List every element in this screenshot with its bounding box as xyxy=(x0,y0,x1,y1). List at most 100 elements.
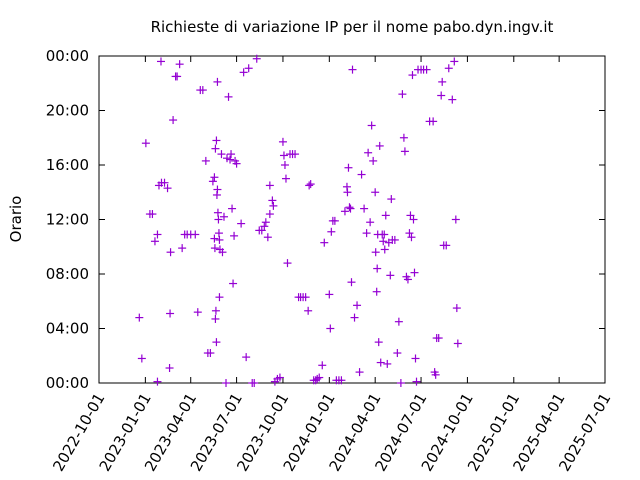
data-point xyxy=(214,215,223,224)
data-point xyxy=(165,364,174,373)
data-point xyxy=(166,309,175,318)
data-point xyxy=(355,368,364,377)
data-point xyxy=(350,313,359,322)
data-point xyxy=(275,373,284,382)
data-point xyxy=(453,339,462,348)
data-point xyxy=(379,237,388,246)
data-point xyxy=(406,211,415,220)
data-point xyxy=(213,208,222,217)
data-point xyxy=(265,181,274,190)
data-point xyxy=(201,156,210,165)
data-point xyxy=(343,188,352,197)
data-point xyxy=(278,137,287,146)
data-point xyxy=(381,211,390,220)
data-point xyxy=(364,148,373,157)
data-point xyxy=(398,90,407,99)
data-point xyxy=(214,229,223,238)
data-point xyxy=(396,379,405,387)
data-point xyxy=(269,201,278,210)
y-tick-label: 00:00 xyxy=(46,374,89,392)
data-point xyxy=(280,161,289,169)
data-point xyxy=(219,212,228,221)
data-point xyxy=(437,91,446,100)
data-point xyxy=(315,373,324,382)
y-tick-label: 20:00 xyxy=(46,102,89,120)
data-point xyxy=(444,64,453,73)
data-point xyxy=(399,133,408,142)
data-point xyxy=(375,141,384,150)
data-point xyxy=(386,271,395,280)
data-point xyxy=(228,204,237,213)
data-point xyxy=(357,170,366,179)
data-point xyxy=(362,229,371,238)
data-point xyxy=(442,241,451,250)
data-point xyxy=(411,354,420,363)
data-point xyxy=(374,338,383,347)
data-point xyxy=(360,204,369,213)
data-point xyxy=(452,304,461,313)
data-point xyxy=(409,215,418,224)
data-point xyxy=(387,195,396,204)
data-point xyxy=(434,334,443,343)
data-point xyxy=(173,72,182,81)
data-point xyxy=(268,196,277,205)
data-point xyxy=(372,287,381,296)
data-point xyxy=(451,215,460,224)
chart-title: Richieste di variazione IP per il nome p… xyxy=(151,18,554,36)
data-point xyxy=(163,184,172,193)
data-point xyxy=(320,238,329,247)
data-point xyxy=(407,233,416,242)
data-point xyxy=(148,210,157,219)
data-point xyxy=(237,219,246,228)
data-point xyxy=(373,264,382,273)
y-tick-label: 04:00 xyxy=(46,320,89,338)
data-point xyxy=(412,377,421,386)
data-point xyxy=(393,349,402,358)
data-point xyxy=(208,177,217,186)
data-point xyxy=(325,290,334,299)
data-point xyxy=(213,185,222,194)
data-point xyxy=(227,150,236,159)
data-point xyxy=(198,86,207,95)
data-point xyxy=(153,377,162,386)
data-point xyxy=(306,180,315,189)
data-point xyxy=(224,92,233,101)
data-point xyxy=(215,235,224,244)
data-point xyxy=(383,359,392,368)
data-point xyxy=(229,279,238,288)
data-point xyxy=(178,244,187,253)
data-point xyxy=(403,275,412,284)
plot-frame xyxy=(98,55,606,384)
data-point xyxy=(348,65,357,74)
data-point xyxy=(346,204,355,213)
y-axis: 00:00 04:00 08:00 12:00 16:00 20:00 00:00 xyxy=(46,47,605,392)
data-point xyxy=(450,57,459,66)
data-points xyxy=(135,54,462,387)
data-point xyxy=(408,71,417,80)
data-point xyxy=(141,139,150,148)
y-axis-label: Orario xyxy=(7,196,25,243)
data-point xyxy=(211,314,220,323)
data-point xyxy=(226,155,235,164)
data-point xyxy=(191,230,200,239)
data-point xyxy=(369,156,378,165)
data-point xyxy=(301,293,310,302)
data-point xyxy=(283,259,292,268)
data-point xyxy=(410,268,419,277)
data-point xyxy=(438,77,447,86)
y-tick-label: 00:00 xyxy=(46,47,89,65)
data-point xyxy=(166,248,175,257)
data-point xyxy=(371,248,380,257)
data-point xyxy=(257,226,266,235)
data-point xyxy=(175,60,184,69)
data-point xyxy=(347,278,356,287)
data-point xyxy=(337,376,346,385)
data-point xyxy=(212,338,221,347)
data-point xyxy=(137,354,146,363)
data-point xyxy=(212,136,221,145)
data-point xyxy=(448,95,457,104)
data-point xyxy=(218,248,227,257)
data-point xyxy=(326,324,335,333)
y-tick-label: 08:00 xyxy=(46,265,89,283)
data-point xyxy=(344,163,353,172)
